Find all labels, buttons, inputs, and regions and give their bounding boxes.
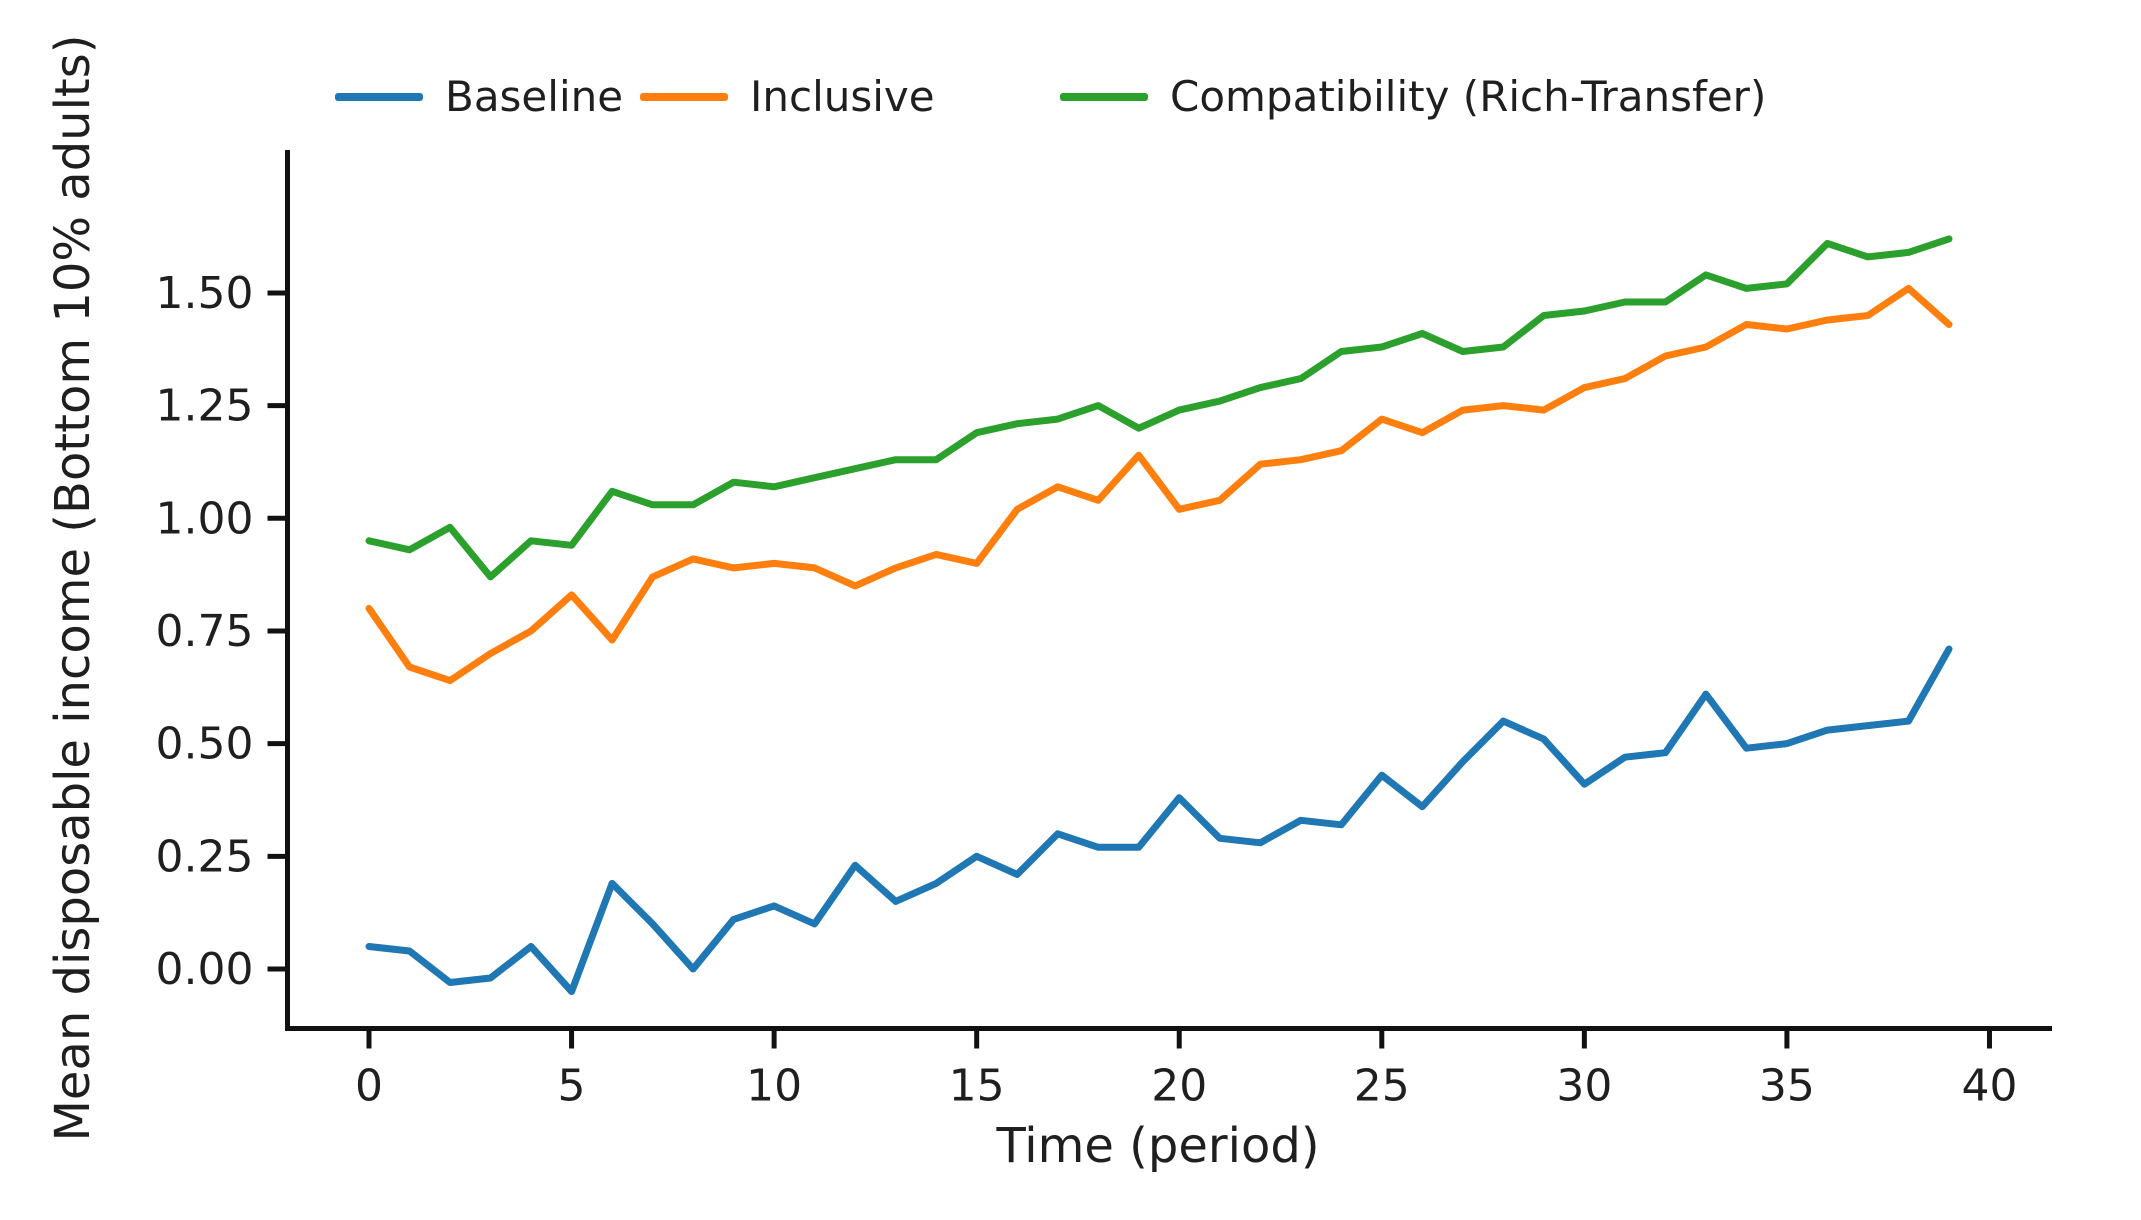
x-tick-label: 40	[1961, 1061, 2017, 1112]
legend-label-compatibility: Compatibility (Rich-Transfer)	[1170, 72, 1767, 121]
inclusive-line-swatch	[640, 93, 728, 101]
legend-label-baseline: Baseline	[445, 72, 624, 121]
y-axis-label: Mean disposable income (Bottom 10% adult…	[45, 34, 101, 1142]
legend-item-compatibility: Compatibility (Rich-Transfer)	[1060, 74, 1766, 120]
y-tick-label: 0.75	[156, 606, 254, 657]
baseline-line-swatch	[335, 93, 423, 101]
x-tick-label: 0	[355, 1061, 383, 1112]
y-tick-label: 1.00	[156, 493, 254, 544]
legend-item-inclusive: Inclusive	[640, 74, 935, 120]
y-tick-label: 0.50	[156, 719, 254, 770]
x-tick-label: 15	[949, 1061, 1005, 1112]
legend-item-baseline: Baseline	[335, 74, 623, 120]
x-tick-label: 25	[1354, 1061, 1410, 1112]
x-axis-label: Time (period)	[996, 1118, 1320, 1174]
y-tick-label: 0.00	[156, 944, 254, 995]
series-line-compatibility	[365, 235, 1953, 581]
y-tick-label: 0.25	[156, 831, 254, 882]
x-tick-label: 20	[1151, 1061, 1207, 1112]
series-line-inclusive	[365, 284, 1953, 685]
y-tick-label: 1.25	[156, 381, 254, 432]
x-tick-label: 5	[558, 1061, 586, 1112]
x-tick-label: 30	[1556, 1061, 1612, 1112]
series-line-baseline	[365, 645, 1953, 995]
x-tick-label: 10	[746, 1061, 802, 1112]
x-tick-label: 35	[1759, 1061, 1815, 1112]
y-tick-label: 1.50	[156, 268, 254, 319]
legend-label-inclusive: Inclusive	[750, 72, 935, 121]
compatibility-line-swatch	[1060, 93, 1148, 101]
